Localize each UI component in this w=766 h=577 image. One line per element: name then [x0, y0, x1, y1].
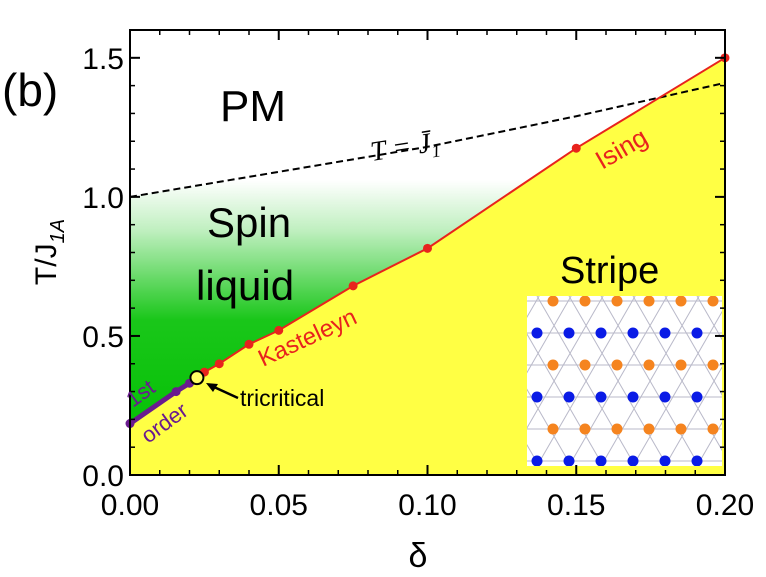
inset-bond [696, 296, 722, 341]
ising-data-point [244, 339, 254, 349]
ising-data-point [348, 281, 358, 291]
inset-bond [729, 296, 766, 466]
tricritical-label: tricritical [240, 385, 324, 411]
y-axis-label: T/J1A [30, 219, 69, 285]
x-tick-label: 0.10 [398, 489, 456, 522]
inset-site [531, 391, 543, 403]
x-tick-label: 0.20 [696, 489, 754, 522]
inset-site [659, 327, 671, 339]
inset-bond [664, 296, 722, 396]
inset-site [547, 423, 559, 435]
spin-label: Spin [207, 199, 291, 246]
inset-site [595, 391, 607, 403]
ising-data-point [423, 243, 432, 253]
inset-site [531, 327, 543, 339]
inset-bond [527, 296, 572, 374]
panel-label: (b) [2, 64, 58, 116]
inset-site [547, 359, 559, 371]
inset-site [643, 359, 655, 371]
tricritical-arrow-head [206, 383, 218, 392]
ising-data-point [274, 325, 284, 335]
y-tick-label: 0.0 [82, 460, 124, 493]
inset-site [675, 359, 687, 371]
inset-site [611, 296, 623, 307]
liquid-label: liquid [196, 262, 294, 309]
inset-site [659, 455, 671, 466]
y-tick-label: 1.5 [82, 43, 124, 76]
inset-site [643, 423, 655, 435]
inset-site [595, 455, 607, 466]
inset-bond [527, 333, 604, 466]
inset-site [707, 296, 719, 307]
inset-site [691, 327, 703, 339]
axis-ticks: 0.00 0.05 0.10 0.15 0.20 0.0 0.5 1.0 1.5 [82, 29, 754, 522]
inset-site [627, 391, 639, 403]
inset-site [611, 359, 623, 371]
inset-site [643, 296, 655, 307]
inset-bond [632, 296, 722, 452]
inset-site [627, 327, 639, 339]
first-order-data-point [171, 387, 181, 397]
stripe-label: Stripe [560, 250, 659, 292]
inset-bond [527, 388, 572, 466]
inset-bond [729, 296, 766, 466]
ising-data-point [214, 359, 224, 369]
inset-site [691, 455, 703, 466]
y-tick-label: 1.0 [82, 182, 124, 215]
inset-bond [536, 296, 636, 466]
inset-site [627, 455, 639, 466]
inset-site [563, 391, 575, 403]
inset-site [579, 296, 591, 307]
inset-site [659, 391, 671, 403]
inset-site [547, 296, 559, 307]
inset-bond [761, 296, 766, 466]
x-tick-label: 0.15 [547, 489, 605, 522]
inset-bond [761, 296, 766, 466]
inset-site [691, 391, 703, 403]
inset-site [531, 455, 543, 466]
inset-site [675, 423, 687, 435]
inset-site [707, 423, 719, 435]
inset-background [527, 296, 722, 466]
crossover-dashed-line [130, 81, 725, 198]
stripe-lattice-inset [527, 296, 766, 466]
inset-bond [696, 421, 722, 466]
x-tick-label: 0.05 [250, 489, 308, 522]
spin-liquid-region [130, 57, 725, 424]
ising-data-point [571, 143, 581, 153]
inset-bonds [527, 296, 766, 466]
inset-site [563, 327, 575, 339]
tricritical-arrow [213, 385, 239, 400]
inset-site [563, 455, 575, 466]
x-tick-label: 0.00 [101, 489, 159, 522]
inset-site [611, 423, 623, 435]
inset-site [707, 359, 719, 371]
y-tick-label: 0.5 [82, 321, 124, 354]
tricritical-point [189, 370, 205, 386]
inset-site [675, 296, 687, 307]
inset-site [595, 327, 607, 339]
inset-site [579, 359, 591, 371]
inset-site [579, 423, 591, 435]
inset-bond [600, 296, 700, 466]
inset-bond [568, 296, 668, 466]
pm-label: PM [220, 82, 286, 131]
x-axis-label: δ [409, 537, 428, 575]
